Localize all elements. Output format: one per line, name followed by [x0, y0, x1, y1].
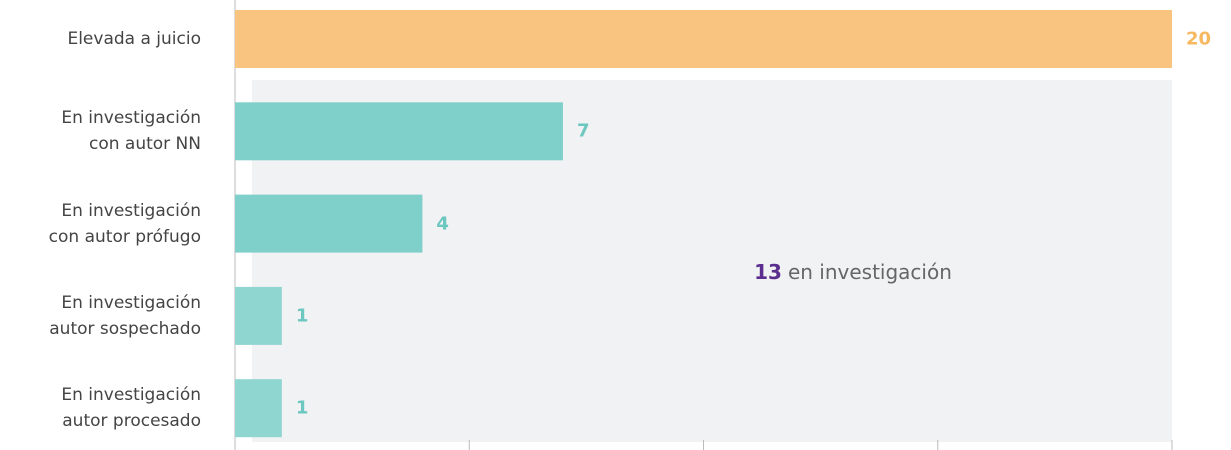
bar [235, 379, 282, 438]
value-label: 7 [576, 120, 590, 142]
annotation-value: 13 [754, 260, 782, 284]
value-label: 4 [436, 213, 449, 235]
category-label: Elevada a juicio [67, 29, 201, 49]
category-label: En investigación con autor prófugo [48, 200, 201, 247]
annotation: 13 en investigación [754, 260, 952, 284]
bar [235, 102, 563, 161]
value-label: 1 [295, 305, 309, 327]
category-label: En investigación autor sospechado [49, 292, 201, 339]
bar [235, 10, 1172, 68]
category-label: En investigación con autor NN [61, 108, 201, 155]
category-label: En investigación autor procesado [61, 385, 201, 432]
bar [235, 194, 423, 253]
value-label: 1 [295, 397, 309, 419]
value-label: 20 [1186, 28, 1212, 50]
annotation-text: en investigación [787, 260, 952, 284]
bar [235, 286, 282, 345]
